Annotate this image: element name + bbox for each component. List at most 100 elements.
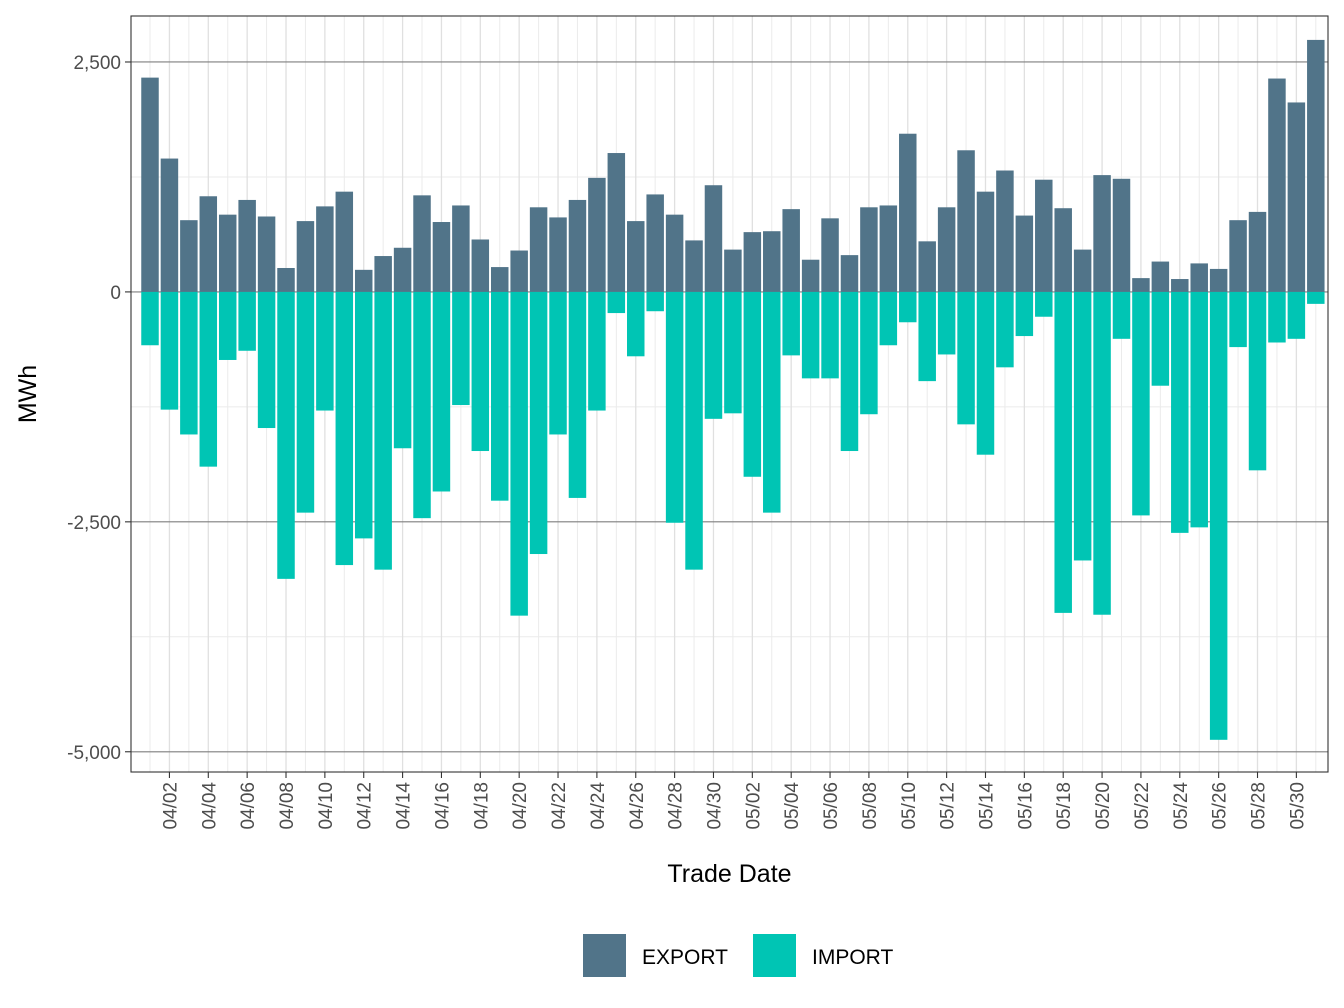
x-tick-label: 05/10 bbox=[899, 782, 920, 830]
bar-import-05-02 bbox=[743, 291, 762, 477]
bar-import-04-08 bbox=[277, 291, 295, 579]
x-tick-label: 05/06 bbox=[821, 782, 842, 830]
bar-export-04-21 bbox=[529, 207, 548, 292]
bar-import-05-21 bbox=[1112, 291, 1131, 339]
bar-export-05-15 bbox=[996, 170, 1014, 292]
x-tick-label: 04/22 bbox=[549, 782, 570, 830]
bar-export-05-26 bbox=[1209, 268, 1228, 292]
bar-export-05-13 bbox=[957, 150, 975, 292]
x-axis: 04/02 04/04 04/06 04/08 04/10 04/12 04/14 04/16… bbox=[160, 772, 1308, 830]
x-tick-label: 04/08 bbox=[277, 782, 298, 830]
bar-import-05-07 bbox=[840, 291, 859, 452]
bar-export-05-02 bbox=[743, 232, 762, 292]
bar-export-04-25 bbox=[607, 153, 626, 292]
bar-export-05-17 bbox=[1035, 179, 1053, 292]
bar-import-05-13 bbox=[957, 291, 975, 425]
bar-import-04-20 bbox=[510, 291, 528, 616]
bar-import-04-30 bbox=[704, 291, 723, 419]
x-tick-label: 04/26 bbox=[627, 782, 648, 830]
bar-export-04-22 bbox=[549, 217, 567, 292]
bar-export-05-18 bbox=[1054, 208, 1072, 292]
bar-export-04-02 bbox=[160, 158, 179, 292]
bar-import-05-09 bbox=[879, 291, 898, 346]
bar-import-05-31 bbox=[1307, 291, 1325, 304]
bar-import-04-13 bbox=[374, 291, 392, 570]
legend-label-export: EXPORT bbox=[642, 946, 728, 969]
bar-import-04-22 bbox=[549, 291, 567, 435]
bar-export-05-16 bbox=[1015, 215, 1034, 292]
bar-export-05-14 bbox=[976, 191, 995, 292]
x-tick-label: 04/12 bbox=[355, 782, 376, 830]
bar-export-05-19 bbox=[1073, 249, 1092, 292]
x-tick-label: 04/10 bbox=[316, 782, 337, 830]
bar-export-05-27 bbox=[1229, 220, 1247, 292]
bar-export-04-19 bbox=[490, 267, 509, 292]
bar-import-04-26 bbox=[627, 291, 645, 357]
bar-import-04-14 bbox=[393, 291, 412, 449]
bar-import-04-17 bbox=[452, 291, 470, 406]
bar-import-05-16 bbox=[1015, 291, 1034, 337]
bar-export-05-06 bbox=[821, 218, 839, 292]
bar-export-05-23 bbox=[1151, 261, 1170, 292]
bar-export-04-27 bbox=[646, 194, 664, 292]
bar-export-04-11 bbox=[335, 191, 354, 292]
bar-export-05-01 bbox=[724, 249, 742, 292]
bar-export-05-12 bbox=[937, 207, 956, 292]
bar-import-04-03 bbox=[180, 291, 198, 435]
bar-export-04-23 bbox=[568, 199, 587, 292]
bar-import-04-06 bbox=[238, 291, 256, 351]
bar-export-04-26 bbox=[627, 221, 645, 292]
bar-export-05-09 bbox=[879, 205, 898, 292]
bar-export-04-18 bbox=[471, 239, 490, 292]
legend-label-import: IMPORT bbox=[812, 946, 893, 969]
bar-import-04-25 bbox=[607, 291, 626, 314]
x-tick-label: 04/30 bbox=[704, 782, 725, 830]
x-tick-label: 05/22 bbox=[1132, 782, 1153, 830]
bar-export-04-08 bbox=[277, 268, 295, 292]
x-tick-label: 05/02 bbox=[743, 782, 764, 830]
bar-import-04-12 bbox=[354, 291, 373, 539]
bar-import-05-18 bbox=[1054, 291, 1072, 613]
y-axis: 2,500 0 -2,500 -5,000 bbox=[67, 53, 131, 764]
bar-import-05-22 bbox=[1132, 291, 1150, 516]
x-axis-title: Trade Date bbox=[667, 860, 791, 888]
bar-import-04-09 bbox=[296, 291, 315, 513]
bar-import-04-05 bbox=[218, 291, 237, 360]
bar-export-05-04 bbox=[782, 209, 800, 292]
bar-export-04-12 bbox=[354, 269, 373, 292]
bar-import-05-29 bbox=[1268, 291, 1286, 343]
bar-export-04-03 bbox=[180, 220, 198, 292]
x-tick-label: 05/20 bbox=[1093, 782, 1114, 830]
bar-import-04-15 bbox=[413, 291, 431, 519]
bar-export-05-30 bbox=[1287, 102, 1306, 292]
x-tick-label: 05/28 bbox=[1249, 782, 1270, 830]
bar-import-04-10 bbox=[316, 291, 334, 411]
x-tick-label: 04/04 bbox=[199, 782, 220, 830]
bar-import-05-19 bbox=[1073, 291, 1092, 561]
legend: EXPORT IMPORT bbox=[583, 934, 893, 977]
bar-import-05-30 bbox=[1287, 291, 1306, 339]
bar-import-05-01 bbox=[724, 291, 742, 414]
bar-import-04-04 bbox=[199, 291, 218, 467]
bar-import-05-12 bbox=[937, 291, 956, 355]
y-tick-label: 2,500 bbox=[73, 53, 121, 74]
bar-export-04-16 bbox=[432, 222, 451, 292]
x-tick-label: 05/14 bbox=[976, 782, 997, 830]
bar-export-04-20 bbox=[510, 250, 528, 292]
x-tick-label: 05/16 bbox=[1015, 782, 1036, 830]
bar-import-05-26 bbox=[1209, 291, 1228, 740]
x-tick-label: 04/16 bbox=[432, 782, 453, 830]
x-tick-label: 05/18 bbox=[1054, 782, 1075, 830]
x-tick-label: 05/04 bbox=[782, 782, 803, 830]
bar-import-05-14 bbox=[976, 291, 995, 455]
bar-export-04-01 bbox=[141, 77, 159, 292]
bar-export-04-15 bbox=[413, 195, 431, 292]
bar-export-05-10 bbox=[899, 133, 917, 292]
bar-import-05-10 bbox=[899, 291, 917, 323]
x-tick-label: 05/30 bbox=[1287, 782, 1308, 830]
x-tick-label: 04/14 bbox=[394, 782, 415, 830]
bar-export-05-29 bbox=[1268, 78, 1286, 292]
bar-import-05-27 bbox=[1229, 291, 1247, 348]
bar-import-05-20 bbox=[1093, 291, 1111, 615]
